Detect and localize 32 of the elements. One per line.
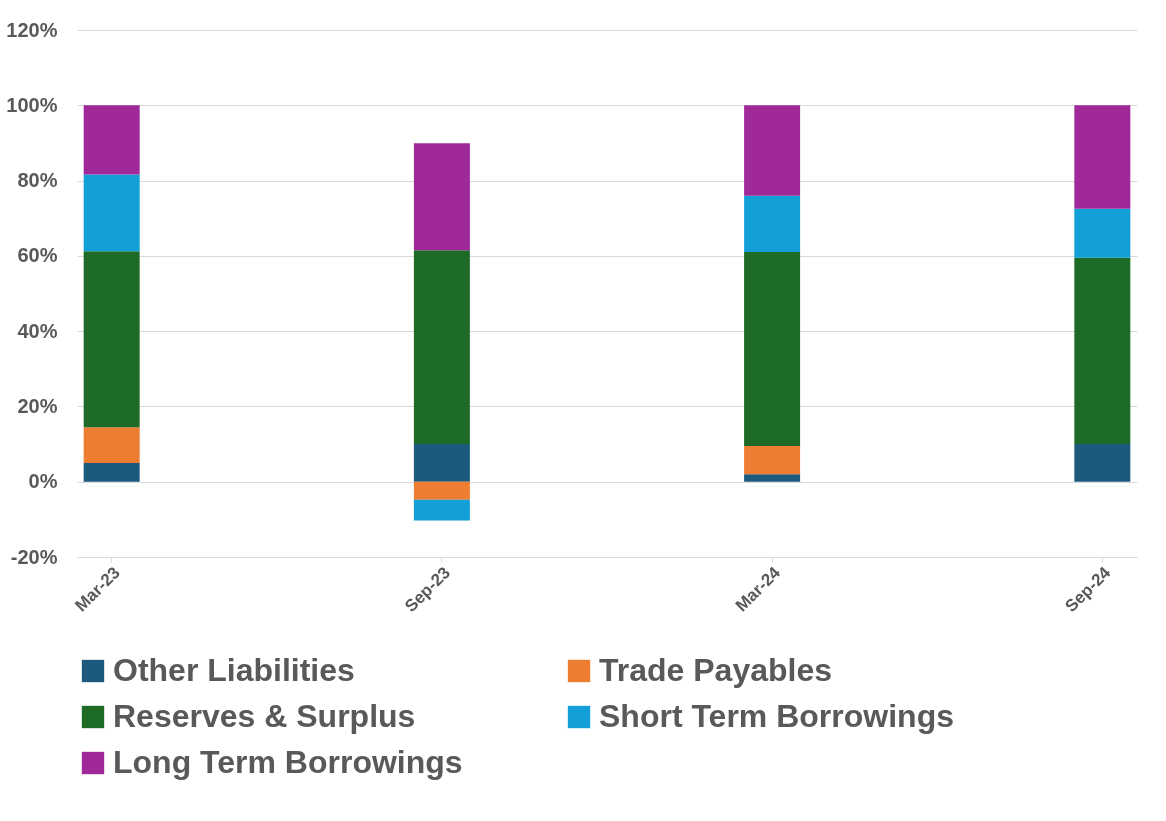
y-tick-label: 60% (17, 244, 58, 267)
legend-label: Long Term Borrowings (113, 744, 463, 780)
bar (83, 105, 140, 175)
bar (744, 252, 801, 446)
y-tick-label: 80% (17, 169, 58, 192)
bar (83, 427, 140, 463)
legend-label: Reserves & Surplus (113, 698, 416, 734)
bar (1074, 208, 1131, 258)
bar (744, 105, 801, 196)
bar (1074, 257, 1131, 445)
y-tick-label: 20% (17, 394, 58, 417)
bar (83, 462, 140, 482)
legend-label: Short Term Borrowings (599, 698, 954, 734)
bar (413, 143, 470, 251)
bar (413, 499, 470, 521)
bar (413, 250, 470, 445)
bar (744, 474, 801, 482)
y-tick-label: 40% (17, 319, 58, 342)
y-tick-label: 120% (6, 18, 58, 41)
bar (744, 195, 801, 253)
legend-label: Trade Payables (599, 652, 833, 688)
y-tick-label: -20% (10, 545, 58, 568)
bar (1074, 444, 1131, 482)
bar (413, 481, 470, 500)
bar (413, 444, 470, 482)
y-tick-label: 100% (6, 93, 58, 116)
bar (83, 251, 140, 428)
bar (744, 445, 801, 475)
legend-label: Other Liabilities (113, 652, 355, 688)
y-tick-label: 0% (28, 470, 58, 493)
bar (83, 174, 140, 252)
bar (1074, 105, 1131, 209)
